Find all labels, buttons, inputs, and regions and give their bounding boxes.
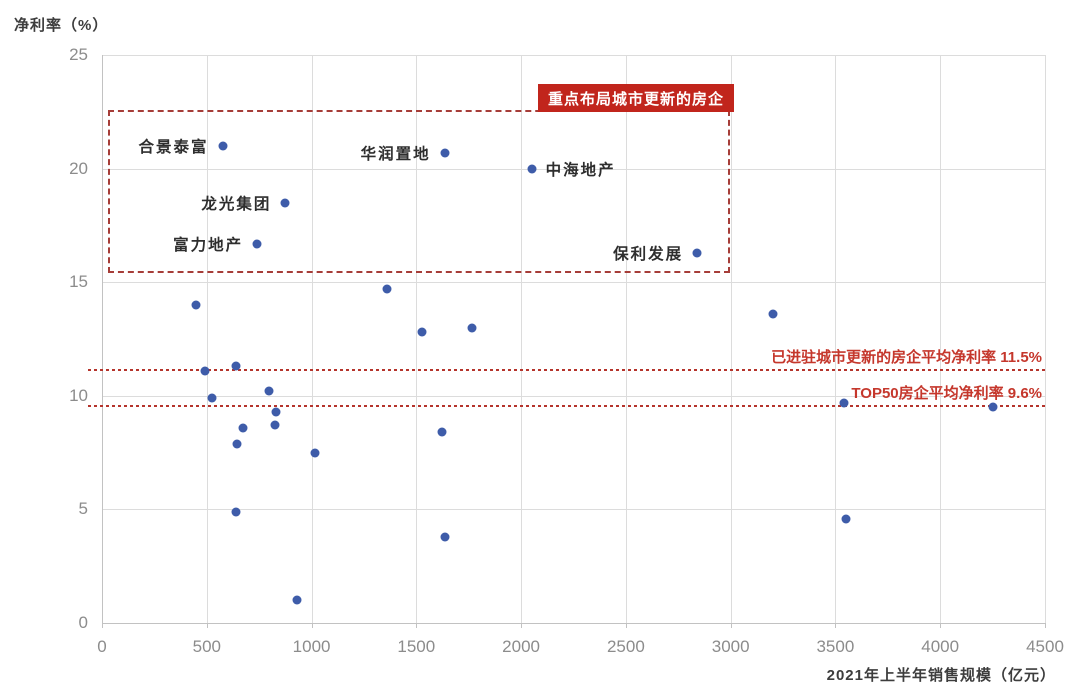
point-label: 合景泰富 bbox=[138, 138, 209, 156]
grid-line-y bbox=[102, 282, 1045, 284]
x-tick-label: 4000 bbox=[921, 637, 960, 656]
data-point bbox=[440, 148, 450, 158]
grid-line-y bbox=[102, 395, 1045, 397]
data-point bbox=[437, 427, 446, 437]
grid-line-x bbox=[416, 55, 418, 623]
data-point bbox=[270, 420, 280, 430]
y-tick-label: 10 bbox=[69, 385, 88, 405]
data-point bbox=[218, 141, 227, 151]
data-point bbox=[271, 407, 281, 417]
x-tick-label: 2000 bbox=[502, 637, 541, 656]
reference-line bbox=[88, 368, 1045, 371]
x-tick-mark bbox=[102, 623, 103, 628]
y-tick-label: 5 bbox=[78, 499, 88, 519]
x-tick-mark bbox=[416, 623, 418, 628]
data-point bbox=[467, 323, 477, 333]
grid-line-x bbox=[102, 55, 103, 623]
data-point bbox=[280, 198, 290, 208]
x-tick-label: 3000 bbox=[711, 637, 750, 656]
x-tick-label: 1000 bbox=[292, 637, 331, 656]
data-point bbox=[191, 300, 201, 310]
highlight-dashed-box bbox=[108, 109, 731, 273]
data-point bbox=[839, 398, 849, 408]
y-tick-label: 15 bbox=[69, 272, 88, 292]
x-tick-label: 3500 bbox=[816, 637, 855, 656]
data-point bbox=[988, 402, 998, 412]
y-tick-label: 20 bbox=[69, 158, 88, 178]
point-label: 中海地产 bbox=[545, 161, 616, 179]
data-point bbox=[200, 366, 210, 376]
y-axis-title: 净利率（%） bbox=[14, 17, 109, 34]
x-tick-label: 2500 bbox=[606, 637, 645, 656]
x-tick-mark bbox=[206, 623, 208, 628]
x-tick-label: 4500 bbox=[1026, 637, 1064, 656]
x-tick-mark bbox=[940, 623, 942, 628]
grid-line-y bbox=[102, 509, 1045, 511]
x-axis-title: 2021年上半年销售规模（亿元） bbox=[826, 667, 1056, 684]
grid-line-x bbox=[1045, 55, 1046, 623]
data-point bbox=[310, 448, 320, 458]
data-point bbox=[238, 423, 248, 433]
x-tick-mark bbox=[1045, 623, 1046, 628]
reference-line-label: 已进驻城市更新的房企平均净利率 11.5% bbox=[771, 348, 1042, 366]
data-point bbox=[232, 439, 242, 448]
x-tick-label: 0 bbox=[97, 637, 107, 656]
x-tick-mark bbox=[835, 623, 837, 628]
data-point bbox=[768, 309, 778, 319]
y-tick-label: 25 bbox=[69, 45, 88, 64]
grid-line-x bbox=[521, 55, 523, 623]
data-point bbox=[252, 239, 262, 249]
data-point bbox=[417, 327, 427, 337]
data-point bbox=[440, 532, 450, 542]
grid-line-y bbox=[102, 55, 1045, 56]
highlight-banner: 重点布局城市更新的房企 bbox=[538, 84, 734, 112]
x-tick-mark bbox=[730, 623, 732, 628]
x-tick-mark bbox=[625, 623, 627, 628]
grid-line-y bbox=[102, 623, 1045, 624]
x-tick-mark bbox=[311, 623, 313, 628]
grid-line-x bbox=[311, 55, 313, 623]
grid-line-x bbox=[206, 55, 208, 623]
reference-line-label: TOP50房企平均净利率 9.6% bbox=[851, 384, 1042, 402]
data-point bbox=[292, 595, 302, 605]
point-label: 龙光集团 bbox=[201, 195, 272, 213]
data-point bbox=[231, 507, 241, 517]
data-point bbox=[692, 248, 702, 258]
grid-line-x bbox=[625, 55, 627, 623]
data-point bbox=[264, 386, 274, 396]
point-label: 华润置地 bbox=[360, 145, 431, 163]
grid-line-x bbox=[835, 55, 837, 623]
data-point bbox=[841, 514, 851, 523]
reference-line bbox=[88, 404, 1045, 407]
data-point bbox=[527, 164, 537, 174]
grid-line-y bbox=[102, 168, 1045, 170]
y-tick-label: 0 bbox=[78, 613, 88, 632]
data-point bbox=[207, 393, 217, 403]
point-label: 保利发展 bbox=[613, 245, 684, 263]
point-label: 富力地产 bbox=[173, 236, 244, 254]
data-point bbox=[382, 284, 392, 294]
grid-line-x bbox=[940, 55, 942, 623]
data-point bbox=[231, 361, 241, 371]
grid-line-x bbox=[730, 55, 732, 623]
x-tick-mark bbox=[521, 623, 523, 628]
x-tick-label: 1500 bbox=[397, 637, 436, 656]
x-tick-label: 500 bbox=[192, 637, 221, 656]
